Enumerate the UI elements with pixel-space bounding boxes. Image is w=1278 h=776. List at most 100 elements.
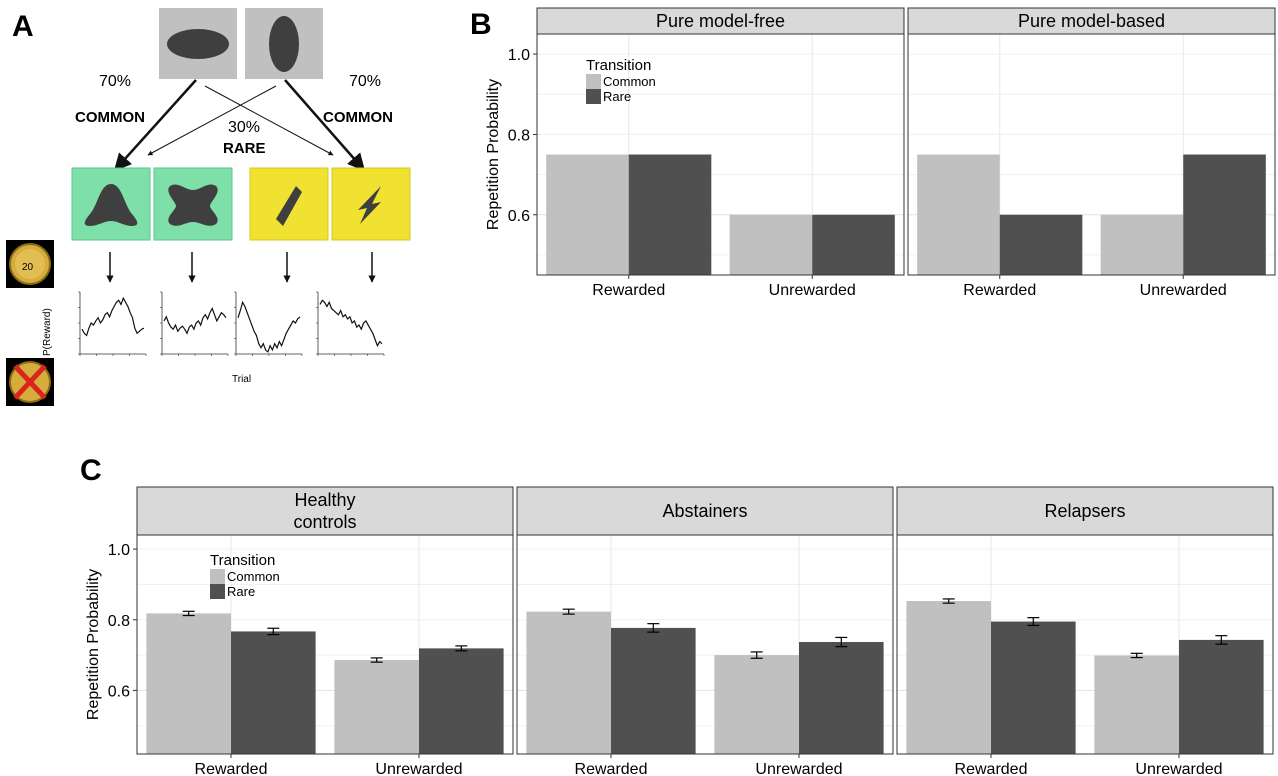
y-tick-label: 1.0: [508, 47, 530, 64]
bar-common-rewarded: [146, 613, 231, 754]
facet-border: [896, 534, 1274, 755]
legend-key-common: [586, 74, 601, 89]
error-bar: [182, 610, 195, 617]
reward-walk-line: [319, 299, 383, 348]
rare-arrow-left: [147, 85, 277, 156]
facet-title: Abstainers: [662, 501, 747, 521]
error-bar: [647, 623, 660, 633]
facet-title: Pure model-free: [656, 11, 785, 31]
facet-title: Pure model-based: [1018, 11, 1165, 31]
common-arrow-right: [284, 79, 366, 172]
right-common-label: COMMON: [323, 109, 393, 126]
facet-strip: [136, 486, 514, 536]
svg-text:20: 20: [22, 262, 34, 273]
facet-title: controls: [293, 512, 356, 532]
error-bar: [750, 651, 763, 659]
x-tick-label: Unrewarded: [1135, 761, 1222, 776]
facet-title: Relapsers: [1044, 501, 1125, 521]
lightning-shape-icon: [358, 186, 381, 224]
y-axis-label: Repetition Probability: [85, 569, 102, 720]
facet-3: Relapsers Rewarded Unrewarded: [896, 486, 1274, 776]
bar-common-unrewarded: [1100, 214, 1184, 275]
error-bar: [1027, 617, 1040, 627]
bar-common-unrewarded: [729, 214, 813, 275]
panel-a-label: A: [12, 10, 34, 43]
bar-rare-unrewarded: [812, 214, 895, 275]
bar-common-rewarded: [546, 154, 629, 275]
legend-title: Transition: [210, 552, 275, 569]
right-probability: 70%: [349, 73, 381, 90]
rhombus-shape-icon: [276, 186, 302, 226]
legend-key-rare: [586, 89, 601, 104]
rare-arrow-right: [204, 85, 334, 156]
x-tick-label: Rewarded: [575, 761, 648, 776]
legend-label-rare: Rare: [227, 584, 255, 599]
x-tick-label: Rewarded: [592, 282, 665, 299]
ellipse-vertical-icon: [269, 16, 299, 72]
rare-probability: 30%: [228, 119, 260, 136]
bar-common-unrewarded: [714, 655, 799, 754]
error-bar: [455, 645, 468, 652]
bar-rare-unrewarded: [1183, 154, 1266, 275]
facet-strip: [536, 7, 905, 35]
bar-rare-rewarded: [991, 621, 1076, 754]
reward-walk-plot-4: [316, 291, 385, 356]
reward-walk-plot-2: [160, 291, 229, 356]
left-probability: 70%: [99, 73, 131, 90]
facet-strip: [516, 486, 894, 536]
error-bar: [562, 608, 575, 615]
facet-2: Pure model-based Rewarded Unrewarded: [907, 7, 1276, 299]
facet-1: Pure model-free Rewarded Unrewarded: [536, 7, 905, 299]
error-bar: [1130, 652, 1143, 659]
error-bar: [942, 598, 955, 604]
x-tick-label: Unrewarded: [1140, 282, 1227, 299]
bar-rare-unrewarded: [799, 642, 884, 754]
dumbbell-shape-icon: [168, 184, 218, 226]
error-bar: [835, 636, 848, 648]
x-tick-label: Rewarded: [195, 761, 268, 776]
crossed-coin-icon: [6, 358, 54, 406]
y-tick-label: 1.0: [108, 542, 130, 559]
left-common-label: COMMON: [75, 109, 145, 126]
x-tick-label: Unrewarded: [755, 761, 842, 776]
reward-walk-line: [237, 300, 301, 353]
x-tick-label: Rewarded: [963, 282, 1036, 299]
bar-common-rewarded: [906, 601, 991, 754]
error-bar: [267, 627, 280, 636]
legend-label-common: Common: [603, 74, 656, 89]
reward-walk-line: [163, 307, 227, 335]
facet-border: [136, 534, 514, 755]
bar-common-unrewarded: [334, 660, 419, 754]
y-tick-label: 0.6: [508, 208, 530, 225]
facet-border: [516, 534, 894, 755]
bar-rare-rewarded: [611, 627, 696, 754]
facet-strip: [907, 7, 1276, 35]
y-axis-label: Repetition Probability: [485, 79, 502, 230]
facet-title: Healthy: [294, 490, 355, 510]
x-tick-label: Unrewarded: [375, 761, 462, 776]
bar-rare-rewarded: [628, 154, 712, 275]
common-arrow-left: [113, 79, 197, 172]
ellipse-horizontal-icon: [167, 29, 229, 59]
bar-rare-rewarded: [999, 214, 1083, 275]
facet-2: Abstainers Rewarded Unrewarded: [516, 486, 894, 776]
x-tick-label: Unrewarded: [769, 282, 856, 299]
rare-label: RARE: [223, 140, 266, 157]
reward-probability-axis-label: P(Reward): [42, 308, 53, 356]
task-diagram: 70% 70% COMMON COMMON 30% RARE 20: [6, 8, 411, 406]
legend-title: Transition: [586, 57, 651, 74]
x-tick-label: Rewarded: [955, 761, 1028, 776]
legend-key-common: [210, 569, 225, 584]
y-tick-label: 0.8: [108, 613, 130, 630]
y-tick-label: 0.6: [108, 683, 130, 700]
bar-rare-unrewarded: [419, 648, 504, 754]
reward-walk-line: [81, 296, 145, 337]
bar-common-rewarded: [917, 154, 1000, 275]
panel-c-label: C: [80, 454, 102, 487]
legend-label-rare: Rare: [603, 89, 631, 104]
